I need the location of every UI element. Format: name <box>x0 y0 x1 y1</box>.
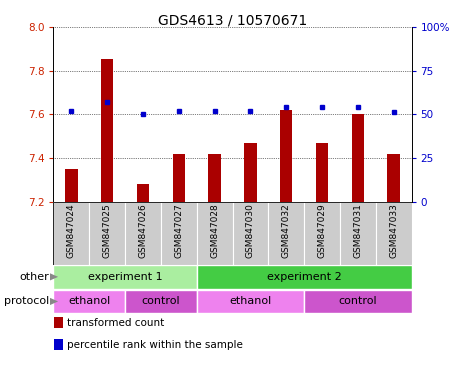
Bar <box>89 202 125 265</box>
Bar <box>101 58 113 202</box>
Bar <box>387 154 400 202</box>
Text: GSM847025: GSM847025 <box>103 204 112 258</box>
Bar <box>208 154 221 202</box>
Bar <box>197 202 232 265</box>
Bar <box>161 202 197 265</box>
Bar <box>197 265 412 289</box>
Bar <box>304 202 340 265</box>
Bar <box>244 142 257 202</box>
Bar <box>65 169 78 202</box>
Text: other: other <box>19 272 49 282</box>
Bar <box>197 290 304 313</box>
Bar <box>173 154 185 202</box>
Bar <box>268 202 304 265</box>
Text: ethanol: ethanol <box>229 296 272 306</box>
Bar <box>316 142 328 202</box>
Text: control: control <box>141 296 180 306</box>
Bar <box>53 290 125 313</box>
Polygon shape <box>50 273 58 281</box>
Bar <box>376 202 412 265</box>
Bar <box>54 317 63 328</box>
Bar <box>53 265 197 289</box>
Text: GSM847026: GSM847026 <box>139 204 147 258</box>
Text: GSM847029: GSM847029 <box>318 204 326 258</box>
Text: GDS4613 / 10570671: GDS4613 / 10570671 <box>158 13 307 27</box>
Bar <box>53 202 89 265</box>
Bar <box>304 290 412 313</box>
Text: control: control <box>339 296 377 306</box>
Bar <box>352 114 364 202</box>
Bar <box>232 202 268 265</box>
Text: protocol: protocol <box>4 296 49 306</box>
Text: transformed count: transformed count <box>67 318 165 328</box>
Text: experiment 1: experiment 1 <box>88 272 162 282</box>
Bar <box>125 202 161 265</box>
Bar <box>137 184 149 202</box>
Bar <box>54 339 63 350</box>
Bar <box>280 110 292 202</box>
Bar <box>125 290 197 313</box>
Text: experiment 2: experiment 2 <box>267 272 341 282</box>
Text: GSM847027: GSM847027 <box>174 204 183 258</box>
Polygon shape <box>50 298 58 305</box>
Text: ethanol: ethanol <box>68 296 110 306</box>
Text: GSM847024: GSM847024 <box>67 204 76 258</box>
Text: percentile rank within the sample: percentile rank within the sample <box>67 340 243 350</box>
Bar <box>340 202 376 265</box>
Text: GSM847032: GSM847032 <box>282 204 291 258</box>
Text: GSM847031: GSM847031 <box>353 204 362 258</box>
Text: GSM847030: GSM847030 <box>246 204 255 258</box>
Text: GSM847028: GSM847028 <box>210 204 219 258</box>
Text: GSM847033: GSM847033 <box>389 204 398 258</box>
